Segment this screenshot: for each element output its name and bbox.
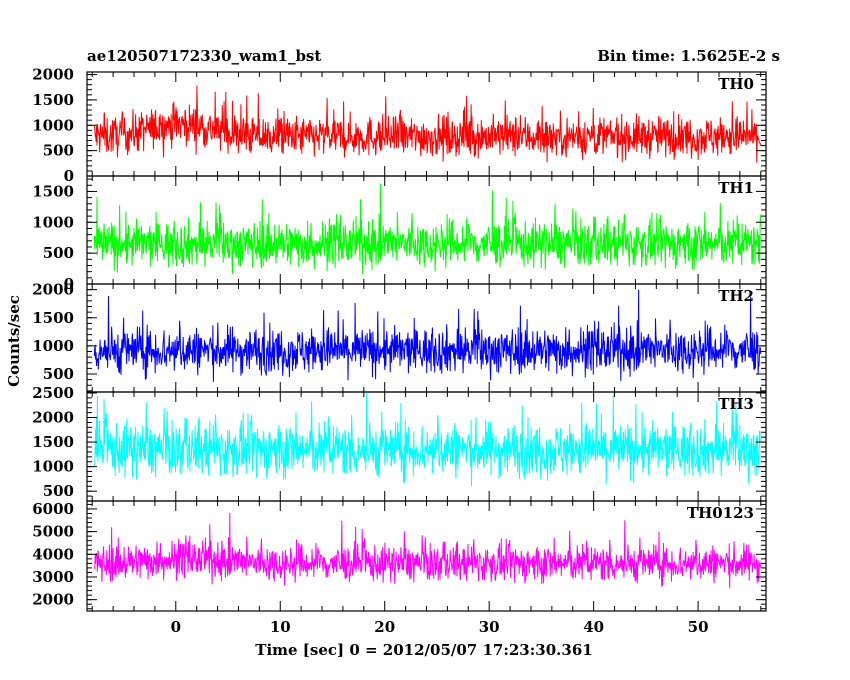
y-tick-label: 500 <box>43 482 74 500</box>
y-tick-label: 500 <box>43 142 74 160</box>
y-tick-label: 0 <box>64 275 74 293</box>
y-tick-label: 2000 <box>32 591 74 609</box>
x-axis-label: Time [sec] 0 = 2012/05/07 17:23:30.361 <box>255 641 592 659</box>
x-tick-label: 40 <box>583 618 604 636</box>
y-tick-label: 1500 <box>32 91 74 109</box>
x-tick-label: 0 <box>171 618 181 636</box>
plot-title: ae120507172330_wam1_bst <box>87 47 321 65</box>
y-tick-label: 2000 <box>32 409 74 427</box>
x-tick-label: 20 <box>374 618 395 636</box>
y-tick-label: 1000 <box>32 116 74 134</box>
plot-area: TH00500100015002000TH1050010001500TH2500… <box>32 66 767 636</box>
y-tick-label: 1500 <box>32 182 74 200</box>
panel-th2: TH2 500 1000 1500 2000 <box>32 281 767 393</box>
panel-th1: TH1 0 500 1000 1500 <box>32 175 767 293</box>
y-tick-label: 2500 <box>32 384 74 402</box>
th0123-series-line <box>93 512 762 589</box>
y-tick-label: 2000 <box>32 66 74 84</box>
x-tick-label: 50 <box>688 618 709 636</box>
y-tick-label: 1000 <box>32 213 74 231</box>
th3-series-line <box>93 392 762 487</box>
y-tick-label: 0 <box>64 167 74 185</box>
y-tick-label: 500 <box>43 244 74 262</box>
panel-name-label: TH1 <box>718 179 754 197</box>
y-tick-label: 1000 <box>32 458 74 476</box>
panel-th0: TH0 0 500 1000 1500 2000 <box>32 66 767 185</box>
bin-time-label: Bin time: 1.5625E-2 s <box>597 47 780 65</box>
y-tick-label: 2000 <box>32 281 74 299</box>
y-tick-label: 500 <box>43 365 74 383</box>
panel-name-label: TH0123 <box>687 504 754 522</box>
panel-th0123: TH0123 2000 3000 4000 5000 6000 <box>32 500 767 612</box>
panel-th3: TH3 500 1000 1500 2000 2500 <box>32 384 767 502</box>
y-tick-label: 5000 <box>32 523 74 541</box>
th2-series-line <box>93 289 762 382</box>
y-axis-label: Counts/sec <box>5 295 23 387</box>
y-tick-label: 1500 <box>32 433 74 451</box>
y-tick-label: 1500 <box>32 309 74 327</box>
y-tick-label: 4000 <box>32 545 74 563</box>
th0-series-line <box>93 85 762 163</box>
x-tick-label: 30 <box>479 618 500 636</box>
th1-series-line <box>93 183 762 275</box>
panel-name-label: TH3 <box>718 395 754 413</box>
x-tick-label: 10 <box>270 618 291 636</box>
y-tick-label: 3000 <box>32 568 74 586</box>
panel-name-label: TH0 <box>718 75 754 93</box>
y-tick-label: 6000 <box>32 500 74 518</box>
panel-name-label: TH2 <box>718 287 754 305</box>
y-tick-label: 1000 <box>32 337 74 355</box>
